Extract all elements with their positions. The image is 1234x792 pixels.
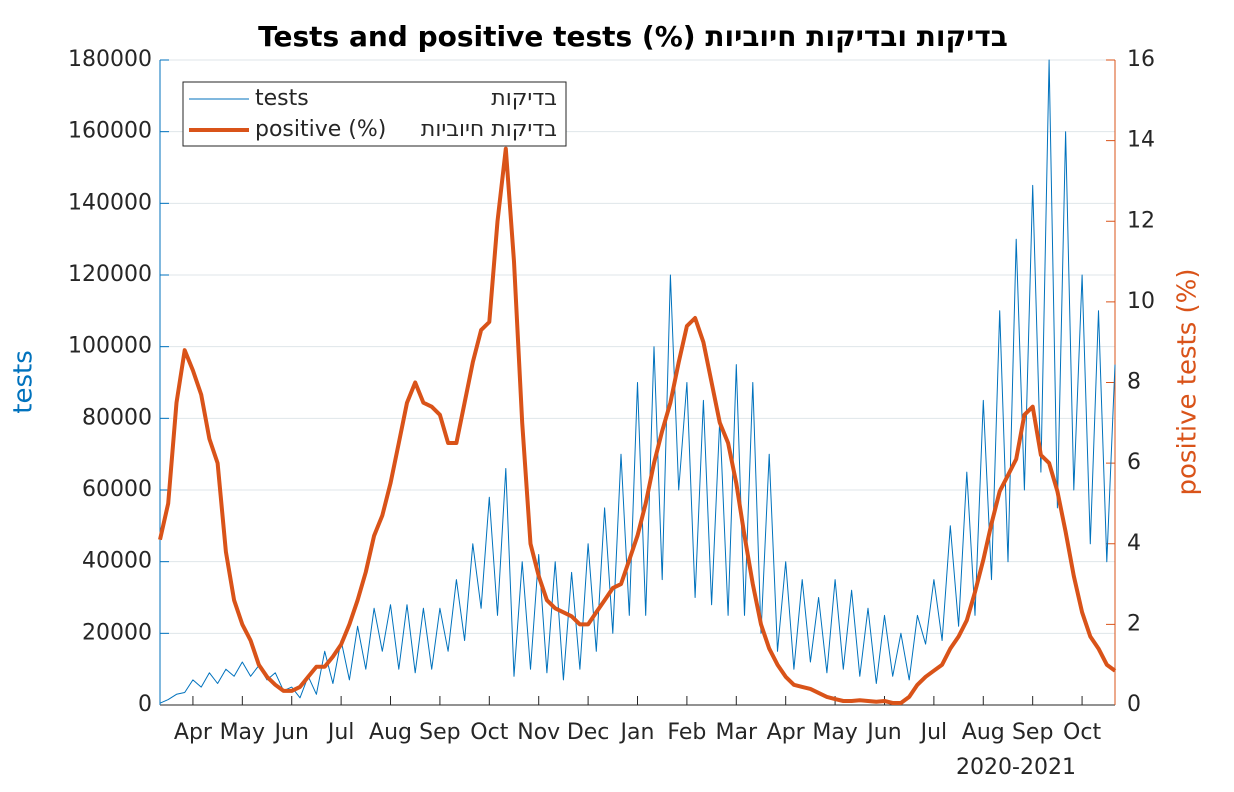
- x-tick-label: Oct: [470, 720, 508, 745]
- legend-label: positive (%): [255, 117, 386, 142]
- legend-label-he: בדיקות: [491, 86, 557, 111]
- y-tick-label: 0: [138, 692, 152, 717]
- x-tick-label: Jun: [273, 720, 309, 745]
- x-tick-label: Sep: [1012, 720, 1053, 745]
- y2-tick-label: 8: [1127, 370, 1141, 395]
- x-tick-label: Apr: [174, 720, 213, 745]
- x-tick-label: Jan: [619, 720, 655, 745]
- y-tick-label: 180000: [68, 47, 152, 72]
- legend-label-he: בדיקות חיוביות: [421, 117, 557, 142]
- y2-tick-label: 6: [1127, 450, 1141, 475]
- y-tick-label: 40000: [82, 549, 152, 574]
- legend-box: [182, 81, 567, 147]
- x-tick-label: Nov: [517, 720, 560, 745]
- x-tick-label: Aug: [369, 720, 412, 745]
- y-axis-label: tests: [9, 350, 39, 413]
- x-tick-label: Jul: [919, 720, 948, 745]
- y-tick-label: 140000: [68, 190, 152, 215]
- y2-tick-label: 16: [1127, 47, 1155, 72]
- x-tick-label: Jun: [865, 720, 901, 745]
- x-tick-label: Apr: [767, 720, 806, 745]
- y2-tick-label: 14: [1127, 128, 1155, 153]
- y2-tick-label: 2: [1127, 611, 1141, 636]
- y2-tick-label: 4: [1127, 531, 1141, 556]
- x-tick-label: Sep: [419, 720, 460, 745]
- y2-axis-label: positive tests (%): [1173, 269, 1203, 496]
- x-tick-label: Oct: [1063, 720, 1101, 745]
- y-tick-label: 120000: [68, 262, 152, 287]
- x-axis-label: 2020-2021: [956, 755, 1076, 780]
- y2-tick-label: 10: [1127, 289, 1155, 314]
- y2-tick-label: 0: [1127, 692, 1141, 717]
- y-tick-label: 80000: [82, 405, 152, 430]
- y-tick-label: 100000: [68, 334, 152, 359]
- y-tick-label: 60000: [82, 477, 152, 502]
- x-tick-label: Mar: [716, 720, 758, 745]
- legend-label: tests: [255, 86, 309, 111]
- y-tick-label: 160000: [68, 119, 152, 144]
- x-tick-label: Aug: [962, 720, 1005, 745]
- data-line: [158, 146, 1117, 705]
- x-tick-label: Feb: [667, 720, 706, 745]
- x-tick-label: Jul: [326, 720, 355, 745]
- x-tick-label: Dec: [567, 720, 610, 745]
- y-tick-label: 20000: [82, 620, 152, 645]
- chart-title: Tests and positive tests (%) בדיקות ובדי…: [258, 20, 1008, 53]
- x-tick-label: May: [812, 720, 857, 745]
- y2-tick-label: 12: [1127, 208, 1155, 233]
- x-tick-label: May: [220, 720, 265, 745]
- data-line: [159, 59, 1116, 704]
